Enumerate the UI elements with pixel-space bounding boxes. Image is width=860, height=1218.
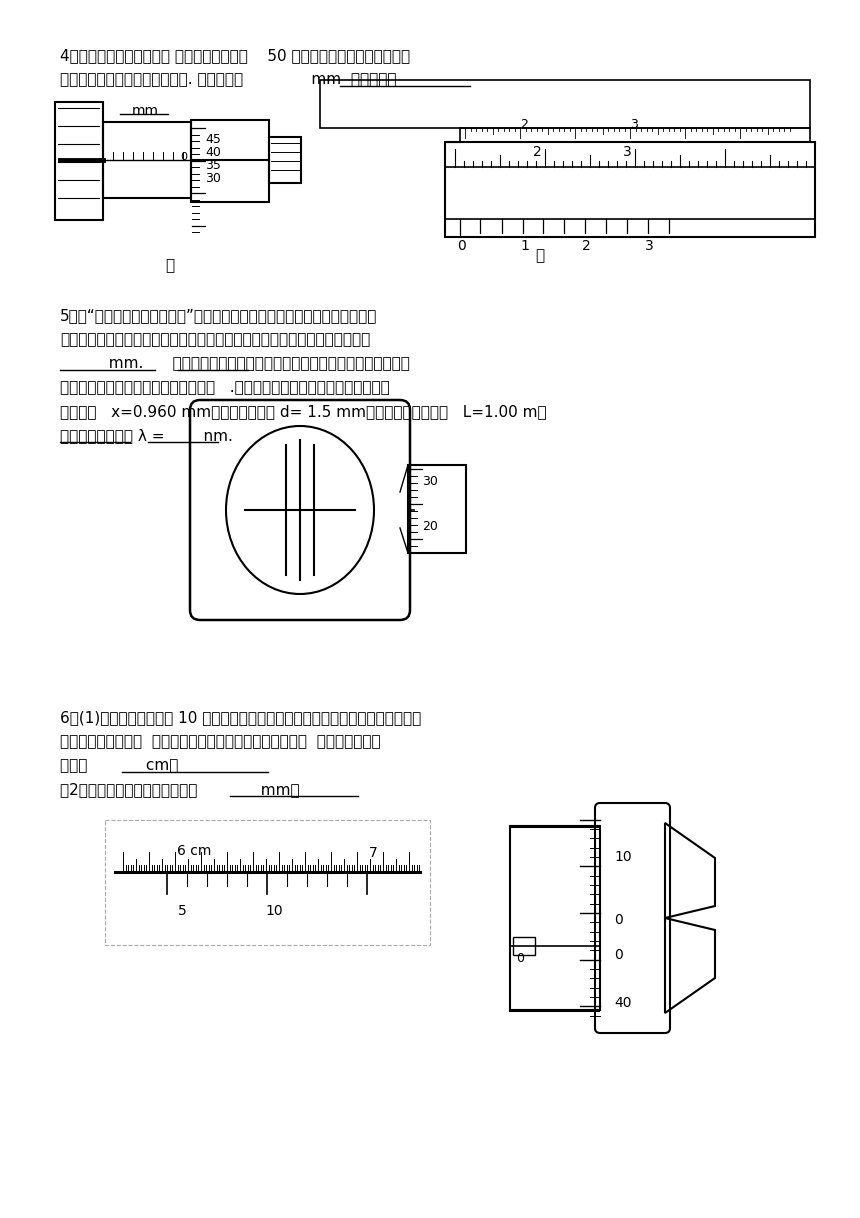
Text: 3: 3 [645, 239, 654, 253]
Text: 5、在“用双缝干涉测光的波长”的实验中：测量头装置如下图所示，调节分划: 5、在“用双缝干涉测光的波长”的实验中：测量头装置如下图所示，调节分划 [60, 308, 378, 323]
Text: 7: 7 [369, 847, 378, 860]
Text: 5: 5 [178, 904, 187, 918]
Text: 3: 3 [630, 118, 638, 132]
Text: 乙: 乙 [536, 248, 544, 263]
Text: 40: 40 [205, 146, 221, 160]
Bar [320, 80, 810, 128]
Text: 中心位置，由螺旋测微器再读出一读数   .若实验测得第一条到第三条亮条纹中心: 中心位置，由螺旋测微器再读出一读数 .若实验测得第一条到第三条亮条纹中心 [60, 380, 390, 395]
Text: 有件的情况，请读出它们的读数. 甲：读数为              mm  乙：读数为: 有件的情况，请读出它们的读数. 甲：读数为 mm 乙：读数为 [60, 72, 396, 86]
Text: 0: 0 [614, 948, 623, 962]
Text: 20: 20 [422, 520, 438, 533]
Text: 2: 2 [520, 118, 528, 132]
Text: 的游标卡尺的读数，  由于遮挡，只能看到游标的后半部分，  图中游标卡尺的: 的游标卡尺的读数， 由于遮挡，只能看到游标的后半部分， 图中游标卡尺的 [60, 734, 381, 749]
Text: 间的距离   x=0.960 mm，已知双缝间距 d= 1.5 mm，双缝到屏的距离为   L=1.00 m，: 间的距离 x=0.960 mm，已知双缝间距 d= 1.5 mm，双缝到屏的距离… [60, 404, 547, 419]
Bar [445, 143, 815, 238]
Bar [105, 820, 430, 945]
Text: 则对应的光波波长 λ =        nm.: 则对应的光波波长 λ = nm. [60, 428, 233, 443]
Text: 1: 1 [520, 239, 529, 253]
Text: 3: 3 [623, 145, 632, 160]
Text: 板的位置，使分划板中心刘线对齐某亮条纹的中心，此时螺旋测微器的读数是: 板的位置，使分划板中心刘线对齐某亮条纹的中心，此时螺旋测微器的读数是 [60, 333, 371, 347]
Text: 读数为            cm；: 读数为 cm； [60, 758, 178, 773]
Text: 10: 10 [265, 904, 283, 918]
Text: 甲: 甲 [165, 258, 175, 273]
Bar [269, 136, 301, 183]
Text: 6、(1)某同学使用游标为 10 个小等分划度的游标卡尺测量一物体的尺寸，得到图中: 6、(1)某同学使用游标为 10 个小等分划度的游标卡尺测量一物体的尺寸，得到图… [60, 710, 421, 725]
Text: mm.      转动手轮，使分划板中心刘线向一侧移动到另一条亮条纹的: mm. 转动手轮，使分划板中心刘线向一侧移动到另一条亮条纹的 [60, 356, 410, 371]
Text: mm: mm [132, 104, 159, 118]
Bar [460, 128, 810, 143]
Text: 10: 10 [614, 850, 631, 864]
Bar [55, 102, 103, 220]
Text: 45: 45 [205, 133, 221, 146]
Text: 40: 40 [614, 996, 631, 1010]
Text: 4、图甲为用螺旋测微器、 图乙为用游标尺上    50 个等分划度的游标卡尺测量工: 4、图甲为用螺旋测微器、 图乙为用游标尺上 50 个等分划度的游标卡尺测量工 [60, 48, 410, 63]
Text: 0: 0 [614, 914, 623, 927]
Text: 30: 30 [205, 172, 221, 185]
Text: 0: 0 [457, 239, 466, 253]
Bar [513, 937, 535, 955]
Text: （2）从图中读出金属丝的直径为             mm。: （2）从图中读出金属丝的直径为 mm。 [60, 782, 299, 797]
Bar [103, 122, 191, 199]
Text: 6 cm: 6 cm [177, 844, 212, 857]
Bar [510, 826, 600, 1010]
Text: 0: 0 [516, 952, 524, 965]
Text: 35: 35 [205, 160, 221, 172]
Text: 30: 30 [422, 475, 438, 488]
Text: 2: 2 [533, 145, 542, 160]
Bar [191, 121, 269, 202]
Text: 2: 2 [582, 239, 591, 253]
Text: 0: 0 [180, 152, 187, 162]
Bar [408, 465, 466, 553]
